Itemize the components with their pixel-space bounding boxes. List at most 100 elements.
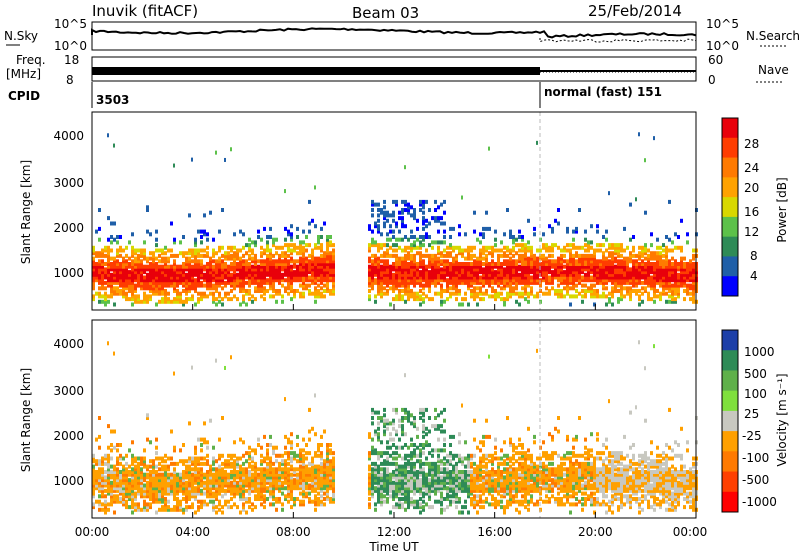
velocity-cell xyxy=(200,489,203,493)
power-cell xyxy=(221,208,224,212)
velocity-cell xyxy=(227,459,230,463)
power-cell xyxy=(602,251,605,255)
velocity-cell xyxy=(281,502,284,506)
velocity-cell xyxy=(230,505,233,509)
power-cell xyxy=(206,262,209,266)
power-cell xyxy=(638,294,641,298)
power-cell xyxy=(416,262,419,266)
velocity-cell xyxy=(146,413,149,417)
power-cell xyxy=(458,262,461,266)
power-cell xyxy=(104,262,107,266)
power-cell xyxy=(389,286,392,290)
power-cell xyxy=(383,211,386,215)
velocity-cell xyxy=(317,492,320,496)
velocity-cell xyxy=(197,505,200,509)
power-cell xyxy=(650,262,653,266)
power-cell xyxy=(278,246,281,250)
power-cell xyxy=(248,262,251,266)
power-cell xyxy=(416,251,419,255)
power-cell xyxy=(212,249,215,253)
power-cell xyxy=(488,294,491,298)
power-cell xyxy=(155,243,158,247)
velocity-cell xyxy=(410,413,413,417)
power-cell xyxy=(236,297,239,301)
power-cell xyxy=(290,224,293,228)
power-cell xyxy=(689,284,692,288)
velocity-cell xyxy=(200,448,203,452)
velocity-cell xyxy=(293,497,296,501)
power-cell xyxy=(140,249,143,253)
power-cell xyxy=(215,259,218,263)
power-cell xyxy=(500,297,503,301)
power-cell xyxy=(368,294,371,298)
velocity-cell xyxy=(329,443,332,447)
velocity-cell xyxy=(182,508,185,512)
velocity-cell xyxy=(143,448,146,452)
power-cell xyxy=(410,230,413,234)
power-cell xyxy=(638,246,641,250)
velocity-cell xyxy=(245,451,248,455)
power-cell xyxy=(677,273,680,277)
velocity-cell xyxy=(374,462,377,466)
velocity-cell xyxy=(164,454,167,458)
velocity-cell xyxy=(395,457,398,461)
velocity-cell xyxy=(296,467,299,471)
power-cell xyxy=(392,219,395,223)
velocity-cell xyxy=(407,470,410,474)
velocity-cell xyxy=(191,366,193,370)
power-cell xyxy=(383,292,386,296)
power-cell xyxy=(164,257,167,261)
power-cell xyxy=(500,292,503,296)
power-cell xyxy=(494,238,497,242)
power-cell xyxy=(518,243,521,247)
velocity-cell xyxy=(434,500,437,504)
power-cell xyxy=(251,257,254,261)
velocity-cell xyxy=(296,497,299,501)
power-cell xyxy=(173,259,176,263)
power-cell xyxy=(524,243,527,247)
velocity-cell xyxy=(413,500,416,504)
velocity-cell xyxy=(377,411,380,415)
power-cell xyxy=(305,257,308,261)
power-cell xyxy=(269,249,272,253)
power-cell xyxy=(218,246,221,250)
velocity-cell xyxy=(389,438,392,442)
velocity-cell xyxy=(314,465,317,469)
power-cell xyxy=(230,147,232,151)
power-cell xyxy=(383,205,386,209)
power-cell xyxy=(242,254,245,258)
power-cell xyxy=(275,259,278,263)
velocity-cell xyxy=(296,443,299,447)
power-cell xyxy=(401,216,404,220)
power-cell xyxy=(308,254,311,258)
velocity-cell xyxy=(113,494,116,498)
power-cell xyxy=(446,259,449,263)
power-cell xyxy=(494,262,497,266)
power-cell xyxy=(98,259,101,263)
power-cell xyxy=(545,257,548,261)
velocity-cell xyxy=(95,459,98,463)
power-cell xyxy=(641,300,644,304)
power-cell xyxy=(668,200,671,204)
velocity-cell xyxy=(110,443,113,447)
velocity-cell xyxy=(263,467,266,471)
velocity-cell xyxy=(152,459,155,463)
power-cell xyxy=(683,262,686,266)
power-cell xyxy=(263,227,266,231)
velocity-cell xyxy=(149,465,152,469)
velocity-cell xyxy=(146,438,149,442)
power-cell xyxy=(110,257,113,261)
power-cell xyxy=(314,257,317,261)
velocity-cell xyxy=(395,451,398,455)
power-cell xyxy=(686,240,689,244)
velocity-cell xyxy=(389,462,392,466)
power-cell xyxy=(179,292,182,296)
power-cell xyxy=(191,158,193,162)
power-cell xyxy=(275,246,278,250)
power-cell xyxy=(533,232,536,236)
power-cell xyxy=(650,243,653,247)
velocity-cell xyxy=(119,470,122,474)
power-cell xyxy=(167,297,170,301)
power-cell xyxy=(110,222,113,226)
velocity-cell xyxy=(269,457,272,461)
